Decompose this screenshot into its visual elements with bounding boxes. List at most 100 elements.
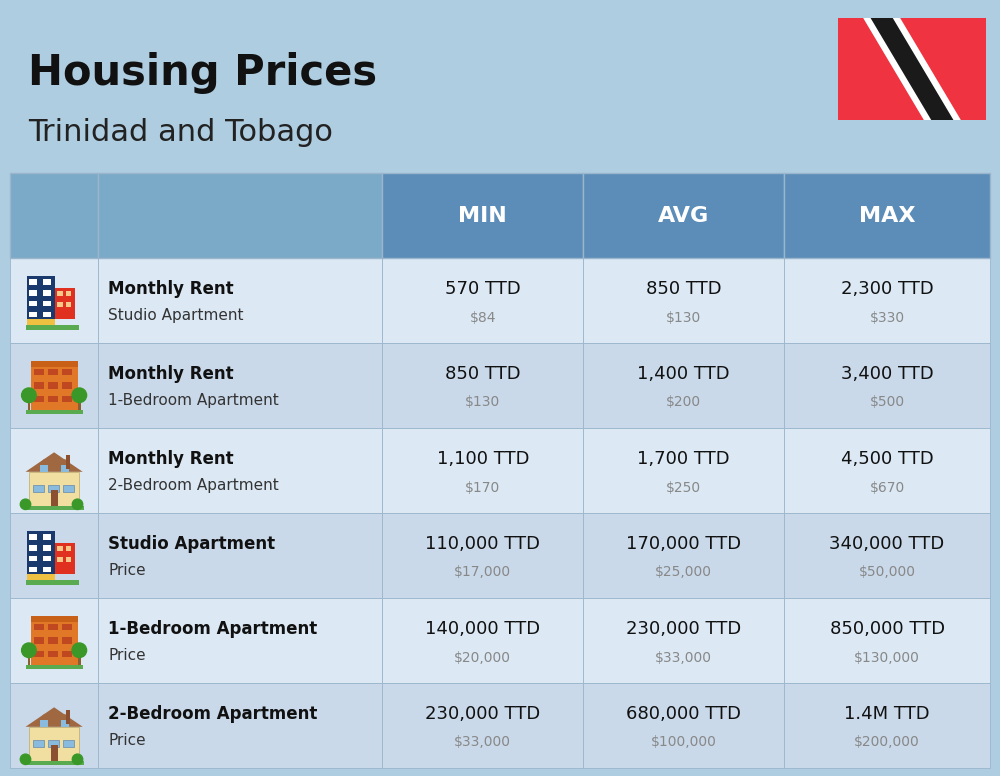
FancyBboxPatch shape	[24, 760, 84, 765]
Text: 1,700 TTD: 1,700 TTD	[637, 449, 730, 468]
Text: 2-Bedroom Apartment: 2-Bedroom Apartment	[108, 705, 318, 722]
FancyBboxPatch shape	[784, 683, 990, 768]
Text: MIN: MIN	[458, 206, 507, 226]
Text: 2,300 TTD: 2,300 TTD	[841, 279, 933, 298]
FancyBboxPatch shape	[29, 534, 37, 539]
Polygon shape	[863, 18, 961, 120]
Circle shape	[22, 643, 36, 657]
FancyBboxPatch shape	[48, 383, 58, 389]
Text: $130: $130	[465, 396, 500, 410]
FancyBboxPatch shape	[78, 397, 81, 410]
FancyBboxPatch shape	[29, 289, 37, 296]
FancyBboxPatch shape	[27, 573, 55, 580]
FancyBboxPatch shape	[98, 258, 382, 343]
FancyBboxPatch shape	[29, 566, 37, 572]
Text: 680,000 TTD: 680,000 TTD	[626, 705, 741, 722]
Text: 1-Bedroom Apartment: 1-Bedroom Apartment	[108, 619, 317, 638]
FancyBboxPatch shape	[583, 343, 784, 428]
FancyBboxPatch shape	[784, 428, 990, 513]
FancyBboxPatch shape	[98, 428, 382, 513]
Polygon shape	[39, 459, 49, 465]
FancyBboxPatch shape	[55, 543, 75, 574]
FancyBboxPatch shape	[98, 343, 382, 428]
Text: Price: Price	[108, 733, 146, 748]
FancyBboxPatch shape	[583, 598, 784, 683]
Text: 850 TTD: 850 TTD	[445, 365, 521, 383]
Polygon shape	[871, 18, 953, 120]
FancyBboxPatch shape	[48, 624, 58, 630]
Circle shape	[20, 754, 31, 764]
FancyBboxPatch shape	[62, 624, 72, 630]
FancyBboxPatch shape	[10, 428, 98, 513]
FancyBboxPatch shape	[34, 383, 44, 389]
Text: 1.4M TTD: 1.4M TTD	[844, 705, 930, 722]
FancyBboxPatch shape	[57, 291, 63, 296]
Text: 850,000 TTD: 850,000 TTD	[830, 619, 945, 638]
FancyBboxPatch shape	[61, 719, 69, 727]
Text: 1,400 TTD: 1,400 TTD	[637, 365, 730, 383]
FancyBboxPatch shape	[29, 300, 37, 307]
FancyBboxPatch shape	[48, 396, 58, 403]
FancyBboxPatch shape	[34, 650, 44, 657]
FancyBboxPatch shape	[10, 343, 98, 428]
FancyBboxPatch shape	[838, 18, 986, 120]
Polygon shape	[26, 452, 83, 472]
FancyBboxPatch shape	[583, 258, 784, 343]
Text: $670: $670	[869, 480, 905, 494]
FancyBboxPatch shape	[66, 556, 71, 562]
FancyBboxPatch shape	[784, 513, 990, 598]
Polygon shape	[39, 714, 49, 719]
FancyBboxPatch shape	[28, 397, 30, 410]
Text: $100,000: $100,000	[651, 736, 717, 750]
Text: 340,000 TTD: 340,000 TTD	[829, 535, 945, 553]
FancyBboxPatch shape	[28, 652, 30, 664]
FancyBboxPatch shape	[43, 556, 51, 561]
FancyBboxPatch shape	[31, 362, 78, 410]
Text: $200: $200	[666, 396, 701, 410]
Text: MAX: MAX	[859, 206, 915, 226]
FancyBboxPatch shape	[26, 664, 83, 669]
Text: 1-Bedroom Apartment: 1-Bedroom Apartment	[108, 393, 279, 408]
Text: Price: Price	[108, 563, 146, 578]
Circle shape	[72, 388, 87, 403]
FancyBboxPatch shape	[43, 279, 51, 285]
FancyBboxPatch shape	[66, 455, 70, 469]
FancyBboxPatch shape	[63, 485, 74, 492]
Circle shape	[72, 499, 83, 510]
Text: $33,000: $33,000	[655, 650, 712, 664]
Text: Monthly Rent: Monthly Rent	[108, 365, 234, 383]
FancyBboxPatch shape	[62, 383, 72, 389]
Circle shape	[72, 754, 83, 764]
Text: $170: $170	[465, 480, 500, 494]
FancyBboxPatch shape	[382, 173, 583, 258]
FancyBboxPatch shape	[10, 513, 98, 598]
FancyBboxPatch shape	[63, 740, 74, 747]
FancyBboxPatch shape	[48, 740, 59, 747]
Text: $130: $130	[666, 310, 701, 324]
FancyBboxPatch shape	[33, 485, 44, 492]
FancyBboxPatch shape	[66, 546, 71, 551]
FancyBboxPatch shape	[29, 311, 37, 317]
FancyBboxPatch shape	[61, 465, 69, 472]
FancyBboxPatch shape	[43, 311, 51, 317]
Text: $330: $330	[870, 310, 905, 324]
Text: 850 TTD: 850 TTD	[646, 279, 722, 298]
FancyBboxPatch shape	[62, 650, 72, 657]
FancyBboxPatch shape	[98, 683, 382, 768]
FancyBboxPatch shape	[43, 289, 51, 296]
Text: Trinidad and Tobago: Trinidad and Tobago	[28, 118, 333, 147]
FancyBboxPatch shape	[31, 616, 78, 622]
FancyBboxPatch shape	[66, 302, 71, 307]
FancyBboxPatch shape	[34, 396, 44, 403]
FancyBboxPatch shape	[40, 465, 48, 472]
FancyBboxPatch shape	[784, 343, 990, 428]
FancyBboxPatch shape	[43, 545, 51, 550]
FancyBboxPatch shape	[34, 369, 44, 376]
FancyBboxPatch shape	[26, 325, 79, 330]
FancyBboxPatch shape	[31, 362, 78, 367]
Text: 2-Bedroom Apartment: 2-Bedroom Apartment	[108, 478, 279, 494]
Text: $25,000: $25,000	[655, 566, 712, 580]
FancyBboxPatch shape	[51, 746, 58, 760]
FancyBboxPatch shape	[34, 637, 44, 644]
FancyBboxPatch shape	[40, 719, 48, 727]
